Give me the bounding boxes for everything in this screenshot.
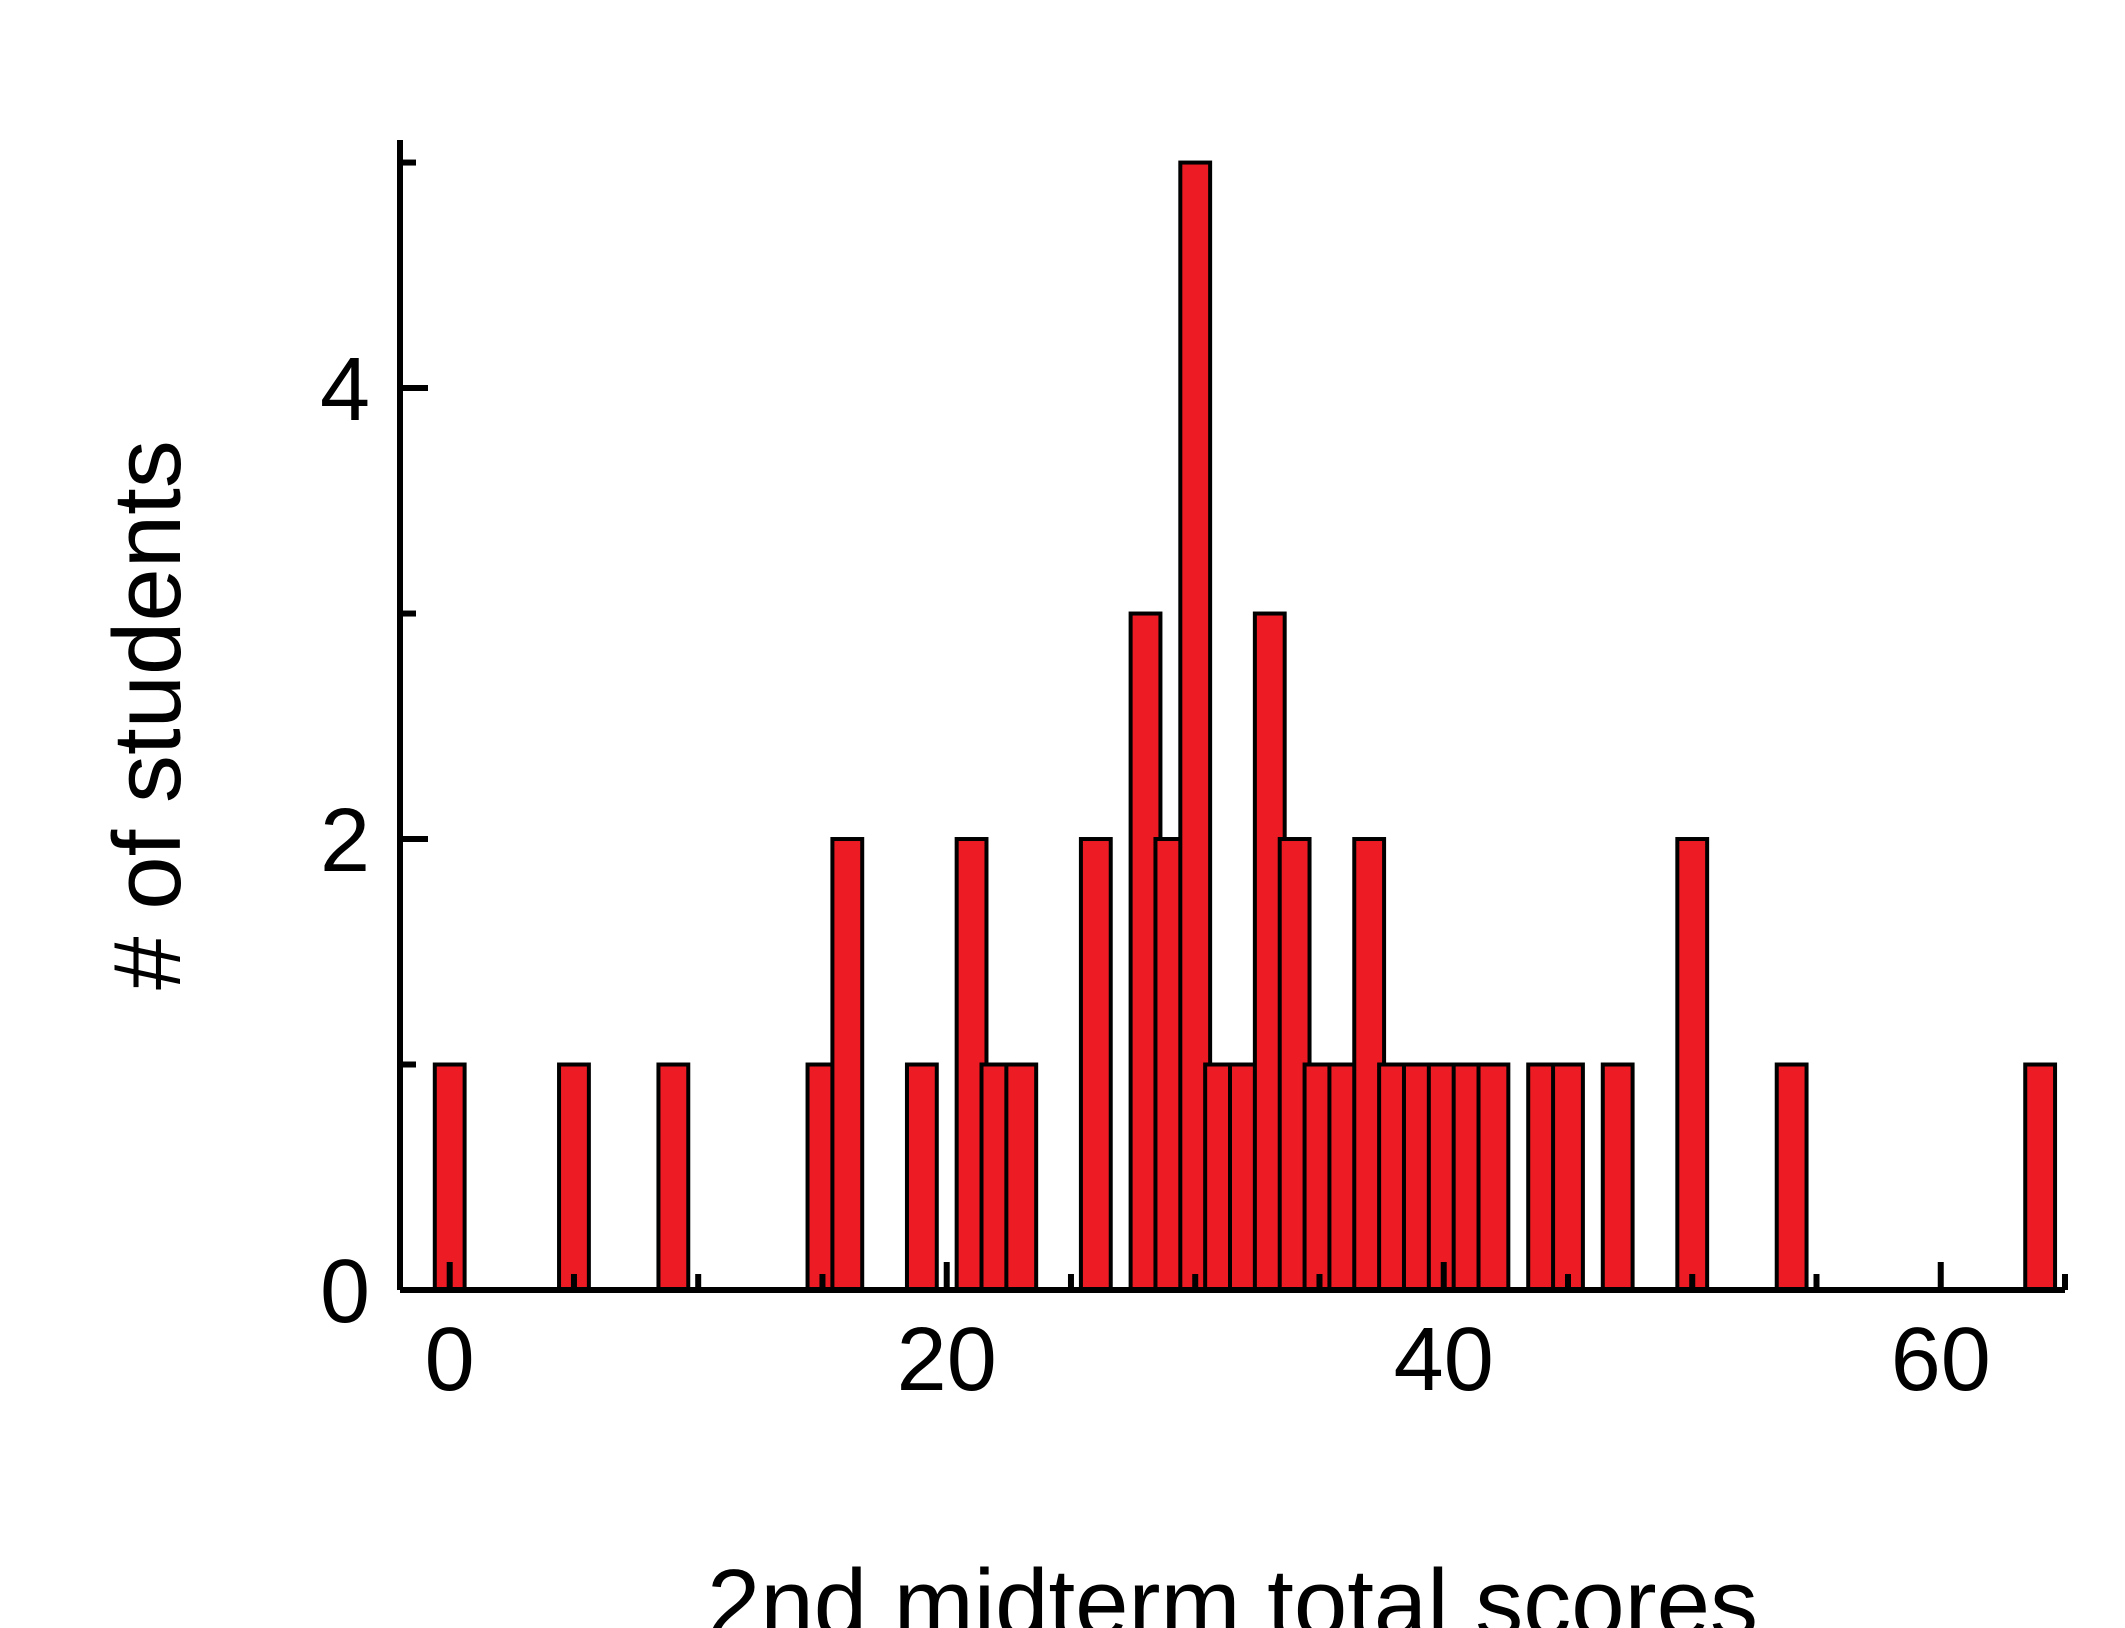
y-tick-label: 2 — [320, 791, 370, 891]
y-axis-label: # of students — [94, 440, 201, 990]
histogram-bar — [1677, 839, 1707, 1290]
histogram-bar — [1553, 1065, 1583, 1290]
histogram-bar — [2025, 1065, 2055, 1290]
histogram-bar — [1479, 1065, 1509, 1290]
chart-svg: 0 20 40 60 0 2 4 # of students 2nd midterm total… — [0, 0, 2125, 1628]
x-axis-label: 2nd midterm total scores — [707, 1550, 1758, 1628]
y-tick-label: 4 — [320, 340, 370, 440]
histogram-bar — [658, 1065, 688, 1290]
x-tick-label: 0 — [425, 1310, 475, 1410]
histogram-bar — [435, 1065, 465, 1290]
x-tick-label: 40 — [1394, 1310, 1494, 1410]
histogram-bar — [832, 839, 862, 1290]
y-tick-label: 0 — [320, 1242, 370, 1342]
histogram-chart: 0 20 40 60 0 2 4 # of students 2nd midterm total… — [0, 0, 2125, 1628]
histogram-bar — [559, 1065, 589, 1290]
histogram-bar — [1603, 1065, 1633, 1290]
histogram-bar — [907, 1065, 937, 1290]
histogram-bar — [1777, 1065, 1807, 1290]
x-tick-label: 60 — [1891, 1310, 1991, 1410]
x-tick-label: 20 — [897, 1310, 997, 1410]
histogram-bar — [1081, 839, 1111, 1290]
histogram-bar — [1006, 1065, 1036, 1290]
